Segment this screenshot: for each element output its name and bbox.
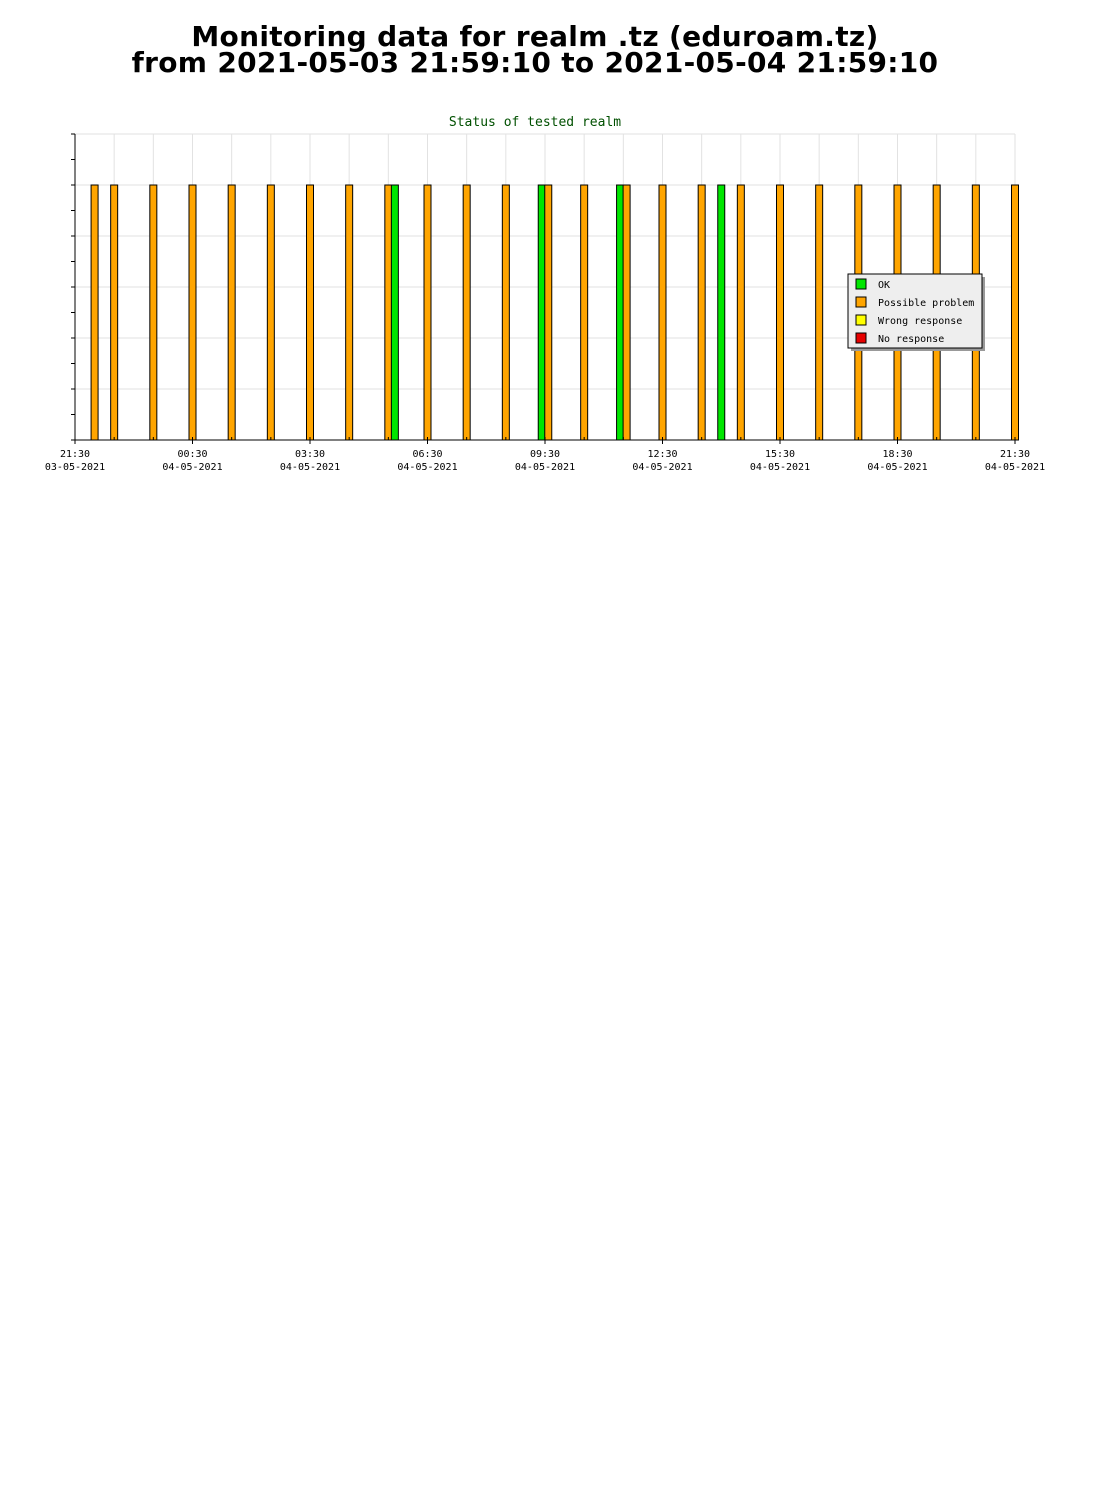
status-bar-ok <box>717 184 726 441</box>
status-chart: Status of tested realm 21:30 03-05-2021 00… <box>45 115 1045 473</box>
status-bar-problem <box>423 184 432 441</box>
status-bar-ok <box>616 184 625 441</box>
status-bar-problem <box>501 184 510 441</box>
chart-axes: 21:30 03-05-2021 00:30 04-05-2021 03:30 04-05… <box>45 133 1045 473</box>
x-tick-label-date: 04-05-2021 <box>867 462 927 473</box>
legend-swatch <box>855 332 867 344</box>
status-bar-problem <box>658 184 667 441</box>
status-bar-problem <box>345 184 354 441</box>
status-bar-problem <box>266 184 275 441</box>
status-bar-problem <box>736 184 745 441</box>
x-tick-label-date: 04-05-2021 <box>515 462 575 473</box>
status-bar-problem <box>815 184 824 441</box>
x-tick-label-time: 12:30 <box>647 449 677 460</box>
status-bar-problem <box>149 184 158 441</box>
page-header: Monitoring data for realm .tz (eduroam.t… <box>0 20 1070 79</box>
status-bar-ok <box>537 184 546 441</box>
status-bar-problem <box>188 184 197 441</box>
legend-box <box>847 273 983 349</box>
chart-legend: OK Possible problem Wrong response No respo… <box>847 273 985 351</box>
status-bar-ok <box>390 184 399 441</box>
status-bar-problem <box>384 184 393 441</box>
legend-label: Wrong response <box>878 316 962 327</box>
x-tick-label-time: 18:30 <box>882 449 912 460</box>
x-tick-label-date: 04-05-2021 <box>632 462 692 473</box>
page-title-line2: from 2021-05-03 21:59:10 to 2021-05-04 2… <box>131 46 939 79</box>
x-tick-label-time: 06:30 <box>412 449 442 460</box>
status-bar-problem <box>1011 184 1019 441</box>
legend-swatch <box>855 296 867 308</box>
x-tick-label-date: 03-05-2021 <box>45 462 105 473</box>
status-bar-problem <box>90 184 99 441</box>
status-bar-problem <box>776 184 784 441</box>
x-tick-label-time: 00:30 <box>177 449 207 460</box>
status-bar-problem <box>462 184 471 441</box>
legend-swatch <box>855 278 867 290</box>
x-tick-label-time: 09:30 <box>530 449 560 460</box>
legend-label: Possible problem <box>878 298 974 309</box>
page-title-line1: Monitoring data for realm .tz (eduroam.t… <box>191 20 879 53</box>
status-bar-problem <box>306 184 314 441</box>
x-tick-label-time: 21:30 <box>1000 449 1030 460</box>
x-tick-label-date: 04-05-2021 <box>985 462 1045 473</box>
x-tick-label-time: 21:30 <box>60 449 90 460</box>
x-tick-label-date: 04-05-2021 <box>750 462 810 473</box>
x-tick-label-time: 03:30 <box>295 449 325 460</box>
status-bar-problem <box>622 184 631 441</box>
status-bar-problem <box>544 184 553 441</box>
status-bar-problem <box>227 184 236 441</box>
status-bar-problem <box>697 184 706 441</box>
status-bar-problem <box>110 184 119 441</box>
legend-label: OK <box>878 280 890 291</box>
x-tick-label-time: 15:30 <box>765 449 795 460</box>
legend-label: No response <box>878 334 944 345</box>
x-tick-label-date: 04-05-2021 <box>397 462 457 473</box>
x-tick-label-date: 04-05-2021 <box>280 462 340 473</box>
status-bar-problem <box>580 184 589 441</box>
legend-swatch <box>855 314 867 326</box>
x-tick-label-date: 04-05-2021 <box>162 462 222 473</box>
chart-title: Status of tested realm <box>449 115 621 130</box>
